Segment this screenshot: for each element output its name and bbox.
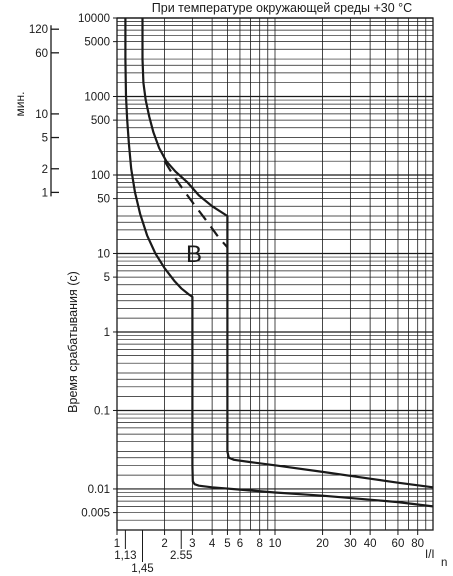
x-tick-label: 60	[392, 538, 405, 550]
y-tick-label: 100	[91, 170, 110, 182]
y-tick-label: 0.005	[81, 508, 110, 520]
x-tick-label: 4	[209, 538, 216, 550]
y-tick-label: 1	[104, 327, 110, 339]
x-axis-label-subscript: n	[441, 557, 447, 569]
x-tick-label: 8	[256, 538, 262, 550]
y-axis-label: Время срабатывания (с)	[66, 271, 80, 413]
x-tick-label: 6	[237, 538, 243, 550]
x-tick-label: 20	[316, 538, 329, 550]
curve-label-b: B	[186, 241, 202, 268]
curves	[124, 18, 434, 508]
x-tick-label: 10	[269, 538, 282, 550]
y-tick-label: 10000	[78, 13, 110, 25]
x-axis-label: I/I	[425, 549, 435, 561]
minutes-tick-label: 1	[42, 187, 48, 199]
x-tick-label: 2	[161, 538, 167, 550]
x-extra-tick-label: 2.55	[170, 550, 192, 562]
ticks: 10000500010005001005010510.10.010.005120…	[29, 13, 424, 575]
curve-3	[163, 160, 229, 249]
minutes-tick-label: 5	[42, 133, 48, 145]
x-extra-tick-label: 1,13	[114, 550, 136, 562]
minutes-tick-label: 60	[35, 48, 48, 60]
minutes-tick-label: 120	[29, 24, 48, 36]
minutes-label: мин.	[13, 92, 27, 117]
x-tick-label: 5	[224, 538, 230, 550]
curve-2	[141, 18, 434, 489]
y-tick-label: 10	[97, 248, 110, 260]
y-tick-label: 0.1	[94, 405, 110, 417]
y-tick-label: 1000	[84, 91, 110, 103]
y-tick-label: 5000	[84, 37, 110, 49]
grid	[116, 17, 433, 531]
y-tick-label: 50	[97, 194, 110, 206]
y-tick-label: 0.01	[88, 484, 110, 496]
minutes-tick-label: 10	[35, 109, 48, 121]
x-extra-tick-label: 1,45	[131, 563, 153, 575]
x-tick-label: 3	[189, 538, 195, 550]
x-tick-label: 80	[411, 538, 424, 550]
y-tick-label: 5	[104, 272, 110, 284]
x-tick-label: 30	[344, 538, 357, 550]
chart-title: При температуре окружающей среды +30 °C	[152, 1, 412, 15]
x-tick-label: 1	[114, 538, 120, 550]
y-tick-label: 500	[91, 115, 110, 127]
x-tick-label: 40	[364, 538, 377, 550]
curve-1	[124, 18, 434, 508]
minutes-tick-label: 2	[42, 164, 48, 176]
